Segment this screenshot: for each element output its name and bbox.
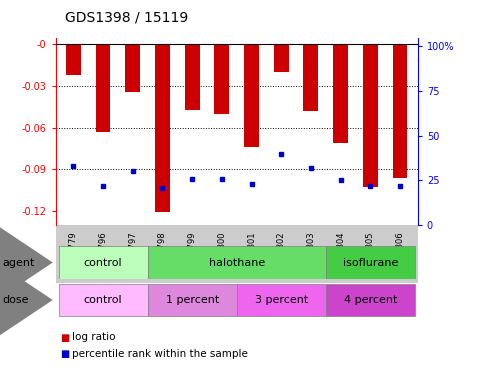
Text: ■: ■ <box>60 333 70 342</box>
Bar <box>393 45 407 178</box>
Text: GDS1398 / 15119: GDS1398 / 15119 <box>65 10 188 24</box>
Bar <box>244 45 259 147</box>
Text: control: control <box>84 258 122 267</box>
Bar <box>185 45 199 110</box>
Bar <box>274 45 289 72</box>
Bar <box>237 284 326 316</box>
Text: percentile rank within the sample: percentile rank within the sample <box>72 350 248 359</box>
Bar <box>58 284 148 316</box>
Bar <box>148 246 326 279</box>
Bar <box>326 246 415 279</box>
Bar <box>155 45 170 213</box>
Bar <box>214 45 229 114</box>
Bar <box>125 45 140 92</box>
Text: 4 percent: 4 percent <box>343 295 397 305</box>
Bar <box>333 45 348 143</box>
Text: halothane: halothane <box>209 258 265 267</box>
Text: 3 percent: 3 percent <box>255 295 308 305</box>
Bar <box>363 45 378 188</box>
Bar <box>58 246 148 279</box>
Bar <box>303 45 318 111</box>
Bar <box>96 45 111 132</box>
Text: control: control <box>84 295 122 305</box>
Text: 1 percent: 1 percent <box>166 295 219 305</box>
Text: log ratio: log ratio <box>72 333 116 342</box>
Bar <box>148 284 237 316</box>
Bar <box>326 284 415 316</box>
Text: agent: agent <box>2 258 35 267</box>
Text: ■: ■ <box>60 350 70 359</box>
Bar <box>66 45 81 75</box>
Text: isoflurane: isoflurane <box>342 258 398 267</box>
Text: dose: dose <box>2 295 29 305</box>
